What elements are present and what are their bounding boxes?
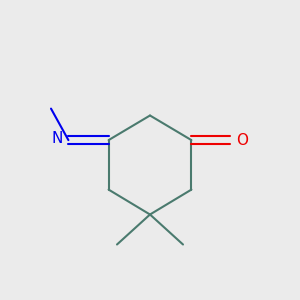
Text: O: O bbox=[236, 133, 248, 148]
Text: N: N bbox=[52, 131, 63, 146]
